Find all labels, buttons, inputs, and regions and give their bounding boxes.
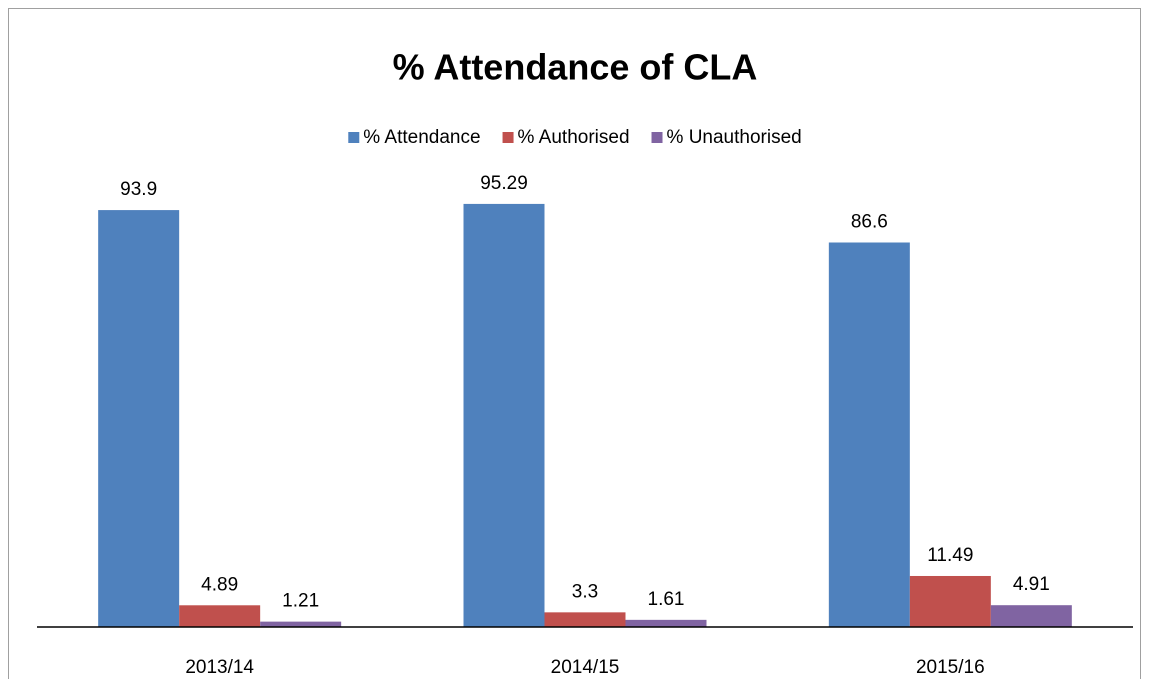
- data-label: 93.9: [120, 179, 157, 200]
- bar: [828, 242, 910, 627]
- bar: [990, 605, 1072, 627]
- x-tick-label: 2014/15: [551, 657, 620, 678]
- data-label: 4.91: [1013, 574, 1050, 595]
- bar: [260, 621, 342, 627]
- bar: [909, 575, 991, 627]
- legend-swatch: [502, 132, 514, 143]
- bar: [463, 203, 545, 627]
- bar: [625, 619, 707, 627]
- data-label: 1.21: [282, 591, 319, 612]
- legend-label: % Authorised: [518, 127, 630, 148]
- legend-swatch: [348, 132, 360, 143]
- data-label: 11.49: [927, 545, 973, 566]
- x-tick-label: 2013/14: [185, 657, 254, 678]
- bar: [98, 210, 180, 628]
- chart-title: % Attendance of CLA: [393, 47, 758, 88]
- bar: [179, 605, 261, 627]
- data-label: 95.29: [480, 173, 528, 194]
- data-label: 86.6: [851, 212, 888, 233]
- data-label: 3.3: [572, 581, 598, 602]
- bar: [544, 612, 626, 627]
- chart-frame: [8, 8, 1141, 679]
- data-label: 4.89: [201, 574, 238, 595]
- legend-label: % Unauthorised: [667, 127, 802, 148]
- x-tick-label: 2015/16: [916, 657, 985, 678]
- legend-swatch: [651, 132, 663, 143]
- legend-label: % Attendance: [363, 127, 480, 148]
- data-label: 1.61: [648, 589, 685, 610]
